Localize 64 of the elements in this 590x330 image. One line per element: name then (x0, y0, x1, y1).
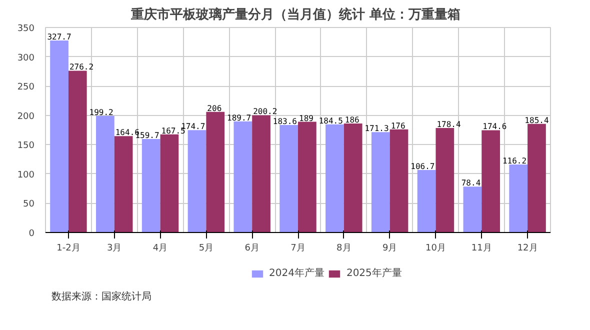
bar (68, 70, 87, 232)
bar (234, 121, 252, 232)
legend-label: 2025年产量 (346, 266, 402, 280)
data-label: 199.2 (89, 108, 114, 117)
bar (509, 164, 528, 232)
bar (436, 128, 454, 232)
y-tick-label: 50 (23, 200, 35, 210)
data-label: 327.7 (47, 32, 72, 42)
y-tick-label: 0 (28, 229, 35, 239)
data-label: 176 (390, 121, 406, 130)
bar (142, 138, 160, 232)
data-label: 174.6 (482, 122, 507, 132)
x-tick-label: 3月 (107, 244, 122, 254)
source-note: 数据来源：国家统计局 (52, 290, 152, 302)
bar (417, 170, 436, 232)
x-tick-label: 11月 (471, 244, 492, 254)
data-label: 189.7 (227, 113, 252, 122)
bar (96, 116, 114, 232)
x-tick-label: 1-2月 (56, 244, 80, 254)
data-label: 171.3 (364, 124, 389, 134)
bar (344, 124, 362, 232)
bar (298, 122, 316, 232)
x-tick-label: 6月 (244, 244, 260, 254)
data-label: 78.4 (461, 178, 481, 188)
y-tick-label: 250 (17, 82, 35, 93)
x-tick-label: 7月 (290, 244, 306, 254)
data-label: 167.5 (161, 126, 186, 136)
x-tick-label: 9月 (382, 244, 398, 254)
bar (482, 130, 500, 232)
data-label: 206 (207, 104, 222, 113)
bar (188, 130, 206, 232)
data-label: 106.7 (410, 162, 435, 172)
x-tick-label: 12月 (517, 244, 538, 254)
x-tick-label: 5月 (198, 244, 214, 254)
x-tick-label: 8月 (336, 244, 352, 254)
data-label: 185.4 (524, 116, 549, 125)
legend-label: 2024年产量 (269, 266, 324, 280)
x-tick-label: 4月 (152, 244, 168, 254)
bar (160, 134, 179, 232)
bar (528, 124, 546, 232)
bar (463, 186, 482, 232)
data-label: 186 (344, 116, 360, 125)
bar (371, 132, 390, 232)
bar (280, 124, 298, 232)
y-tick-label: 200 (17, 112, 35, 122)
y-tick-label: 350 (17, 24, 35, 34)
bar (252, 115, 270, 232)
bar (390, 129, 408, 232)
data-label: 189 (299, 114, 314, 123)
data-label: 183.6 (272, 116, 298, 126)
bar (114, 136, 133, 232)
data-label: 200.2 (253, 107, 278, 116)
bar (206, 112, 225, 232)
data-label: 276.2 (69, 62, 94, 72)
data-label: 184.5 (318, 116, 344, 126)
data-label: 116.2 (502, 156, 527, 166)
y-tick-label: 300 (17, 53, 35, 64)
y-tick-label: 150 (17, 141, 35, 152)
bar (50, 40, 68, 232)
x-tick-label: 10月 (426, 244, 446, 254)
data-label: 178.4 (436, 120, 461, 130)
y-tick-label: 100 (17, 170, 35, 180)
bar (326, 124, 344, 232)
chart-title: 重庆市平板玻璃产量分月（当月值）统计 单位：万重量箱 (130, 6, 461, 22)
